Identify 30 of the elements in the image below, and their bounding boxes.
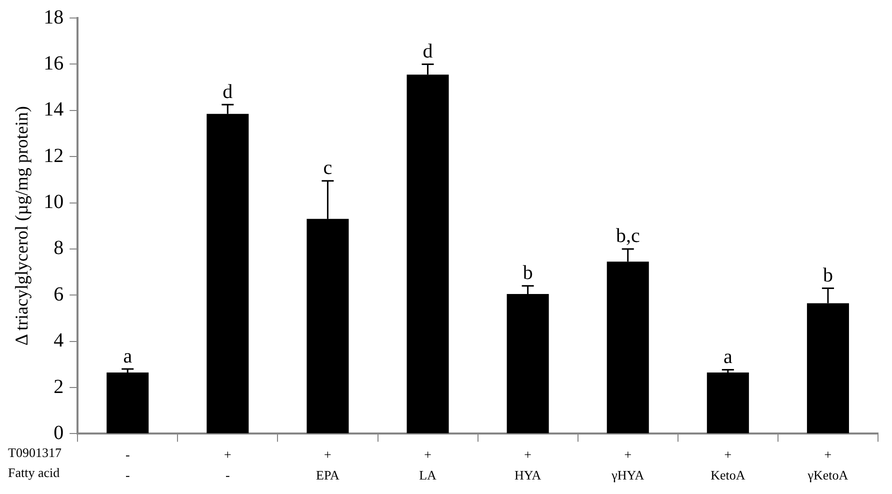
- y-tick-label: 4: [54, 330, 64, 352]
- annotation: b,c: [616, 225, 640, 248]
- annotation: b: [822, 264, 833, 286]
- x-tick-label: + γHYA: [610, 447, 645, 482]
- x-tick-label: + HYA: [514, 447, 542, 482]
- y-tick-label: 18: [44, 6, 64, 28]
- y-tick-label: 16: [44, 52, 64, 74]
- annotation: d: [422, 40, 433, 62]
- y-tick-label: 6: [54, 283, 64, 306]
- y-tick-label: 8: [54, 237, 64, 260]
- y-tick-label: 2: [54, 376, 64, 398]
- annotation: a: [123, 345, 132, 368]
- y-tick-label: 14: [44, 98, 64, 121]
- x-tick-label: + -: [224, 447, 232, 482]
- annotation: a: [723, 346, 732, 368]
- y-axis-title: Δ triacylglycerol (µg/mg protein): [12, 106, 32, 346]
- annotation: c: [323, 157, 332, 180]
- x-tick-label: + γKetoA: [806, 447, 849, 482]
- x-tick-label: + EPA: [316, 447, 340, 482]
- bar: [106, 372, 149, 434]
- text: T0901317 Fatty acid: [8, 445, 62, 480]
- x-tick-label: + LA: [419, 447, 438, 482]
- annotation: d: [222, 80, 233, 103]
- annotation: b: [522, 262, 533, 284]
- y-tick-label: 10: [44, 191, 64, 214]
- y-tick-label: 0: [54, 422, 64, 444]
- bar: [706, 372, 749, 434]
- x-tick-label: - -: [125, 447, 130, 482]
- y-tick-label: 12: [44, 144, 64, 167]
- x-tick-label: + KetoA: [710, 447, 746, 482]
